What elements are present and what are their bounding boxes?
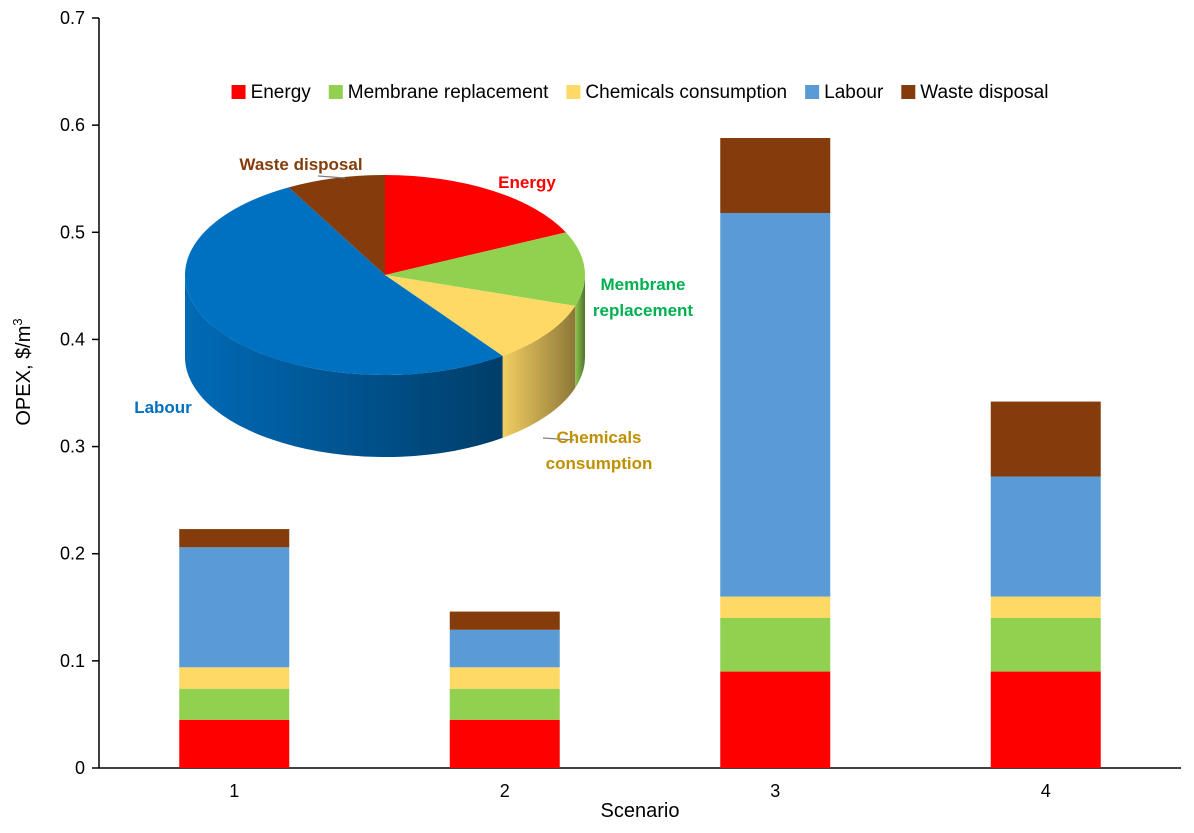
- bar-segment: [720, 671, 831, 768]
- y-tick-label: 0.5: [60, 222, 85, 242]
- bar-stacks: [179, 138, 1101, 768]
- bar-segment: [449, 611, 560, 630]
- inset-pie-chart: Energy Membrane replacement Chemicals consum…: [134, 155, 693, 473]
- bar-segment: [990, 618, 1101, 672]
- x-axis-ticks: 1 2 3 4: [229, 781, 1051, 801]
- bar-segment: [449, 688, 560, 720]
- x-tick-label: 1: [229, 781, 239, 801]
- pie-slice: [184, 187, 503, 376]
- pie-slice: [385, 175, 566, 275]
- y-axis-title-text: OPEX, $/m: [13, 326, 35, 426]
- bar-segment: [720, 138, 831, 213]
- bar-segment: [990, 671, 1101, 768]
- bar-segment: [179, 547, 290, 668]
- pie-slice-label-line: replacement: [593, 301, 693, 320]
- pie-slice-label-line: consumption: [546, 454, 653, 473]
- bar-segment: [449, 629, 560, 668]
- pie-slice-label: Waste disposal: [239, 155, 362, 174]
- legend-swatch: [328, 85, 343, 99]
- bar-segment: [449, 719, 560, 768]
- legend-swatch: [566, 85, 581, 99]
- bar-segment: [179, 529, 290, 548]
- bar-segment: [179, 719, 290, 768]
- pie-slice-label-line: Energy: [498, 173, 556, 192]
- x-tick-label: 2: [500, 781, 510, 801]
- bar-segment: [179, 688, 290, 720]
- bar-segment: [449, 667, 560, 689]
- pie-slice-label: Membrane replacement: [593, 275, 693, 320]
- y-tick-label: 0.4: [60, 329, 85, 349]
- pie-slice-label-line: Labour: [134, 398, 192, 417]
- x-tick-label: 4: [1041, 781, 1051, 801]
- legend-label: Chemicals consumption: [585, 82, 787, 103]
- x-axis-title: Scenario: [601, 800, 680, 822]
- pie-slice: [288, 175, 385, 275]
- pie-slice-side-shade: [502, 305, 576, 438]
- pie-slice: [385, 275, 576, 356]
- bar-segment: [990, 401, 1101, 477]
- y-axis-title-superscript: 3: [10, 318, 25, 325]
- pie-leader-line: [317, 175, 346, 179]
- bar-segment: [720, 596, 831, 618]
- y-axis-ticks: 0 0.1 0.2 0.3 0.4 0.5 0.6 0.7: [60, 8, 99, 778]
- y-tick-label: 0.7: [60, 8, 85, 28]
- legend-swatch: [805, 85, 820, 99]
- pie-slice: [385, 232, 585, 306]
- pie-slice-label: Chemicals consumption: [546, 428, 653, 473]
- y-tick-label: 0.3: [60, 437, 85, 457]
- y-tick-label: 0: [75, 758, 85, 778]
- pie-slice-side-shade: [185, 275, 503, 457]
- bar-segment: [720, 618, 831, 672]
- y-tick-label: 0.6: [60, 115, 85, 135]
- pie-leader-line: [542, 437, 575, 441]
- bar-segment: [720, 213, 831, 597]
- pie-slice-side-shade: [575, 275, 585, 388]
- pie-slice-label: Labour: [134, 398, 192, 417]
- legend-label: Waste disposal: [920, 82, 1048, 103]
- bar-segment: [990, 596, 1101, 618]
- legend-swatch: [231, 85, 246, 99]
- y-tick-label: 0.2: [60, 544, 85, 564]
- y-axis-title: OPEX, $/m3: [10, 318, 35, 425]
- y-tick-label: 0.1: [60, 651, 85, 671]
- pie-slice-label-line: Waste disposal: [239, 155, 362, 174]
- bar-segment: [990, 476, 1101, 597]
- legend-swatch: [901, 85, 916, 99]
- legend-label: Energy: [251, 82, 312, 103]
- pie-slice-label: Energy: [498, 173, 556, 192]
- bar-segment: [179, 667, 290, 689]
- pie-slice-label-line: Membrane: [600, 275, 685, 294]
- pie-slice-label-line: Chemicals: [556, 428, 641, 447]
- legend-label: Membrane replacement: [348, 82, 549, 103]
- legend-label: Labour: [824, 82, 884, 103]
- legend: Energy Membrane replacement Chemicals cons…: [231, 82, 1048, 103]
- x-tick-label: 3: [770, 781, 780, 801]
